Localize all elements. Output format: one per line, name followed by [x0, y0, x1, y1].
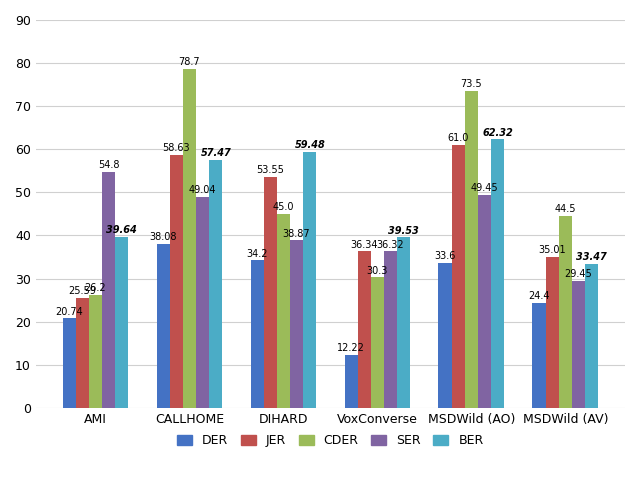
Bar	[358, 251, 371, 408]
Text: 57.47: 57.47	[200, 148, 231, 158]
Bar	[478, 195, 491, 408]
Bar	[585, 263, 598, 408]
Text: 39.53: 39.53	[388, 226, 419, 236]
Text: 62.32: 62.32	[483, 127, 513, 137]
Bar	[102, 172, 115, 408]
Text: 30.3: 30.3	[367, 265, 388, 276]
Bar	[209, 160, 222, 408]
Bar	[115, 237, 129, 408]
Text: 61.0: 61.0	[447, 133, 469, 143]
Text: 24.4: 24.4	[528, 291, 550, 301]
Bar	[559, 216, 572, 408]
Text: 58.63: 58.63	[163, 143, 190, 153]
Bar	[251, 260, 264, 408]
Bar	[170, 155, 183, 408]
Bar	[89, 295, 102, 408]
Text: 49.04: 49.04	[189, 185, 216, 195]
Bar	[63, 318, 76, 408]
Text: 39.64: 39.64	[106, 225, 137, 235]
Text: 44.5: 44.5	[555, 204, 576, 214]
Bar	[384, 251, 397, 408]
Bar	[264, 177, 277, 408]
Bar	[277, 214, 290, 408]
Text: 26.2: 26.2	[84, 283, 106, 293]
Bar	[290, 241, 303, 408]
Bar	[344, 355, 358, 408]
Text: 38.87: 38.87	[283, 229, 310, 239]
Bar	[572, 281, 585, 408]
Legend: DER, JER, CDER, SER, BER: DER, JER, CDER, SER, BER	[172, 429, 488, 452]
Text: 45.0: 45.0	[273, 202, 294, 212]
Text: 78.7: 78.7	[179, 57, 200, 67]
Bar	[532, 303, 546, 408]
Text: 33.47: 33.47	[576, 252, 607, 262]
Text: 36.32: 36.32	[377, 240, 404, 249]
Text: 35.01: 35.01	[538, 245, 566, 255]
Text: 54.8: 54.8	[98, 160, 120, 170]
Bar	[196, 196, 209, 408]
Bar	[76, 298, 89, 408]
Text: 20.74: 20.74	[55, 307, 83, 317]
Text: 29.45: 29.45	[564, 269, 593, 279]
Text: 53.55: 53.55	[257, 165, 284, 176]
Bar	[438, 263, 452, 408]
Text: 73.5: 73.5	[461, 79, 482, 89]
Bar	[452, 145, 465, 408]
Text: 12.22: 12.22	[337, 343, 365, 354]
Bar	[157, 244, 170, 408]
Text: 25.59: 25.59	[68, 286, 96, 296]
Text: 36.34: 36.34	[351, 240, 378, 249]
Bar	[465, 91, 478, 408]
Text: 34.2: 34.2	[246, 248, 268, 259]
Bar	[303, 151, 316, 408]
Bar	[546, 257, 559, 408]
Bar	[183, 68, 196, 408]
Text: 33.6: 33.6	[435, 251, 456, 261]
Bar	[491, 139, 504, 408]
Text: 59.48: 59.48	[294, 140, 325, 150]
Bar	[397, 238, 410, 408]
Text: 38.08: 38.08	[149, 232, 177, 242]
Text: 49.45: 49.45	[470, 183, 499, 193]
Bar	[371, 277, 384, 408]
